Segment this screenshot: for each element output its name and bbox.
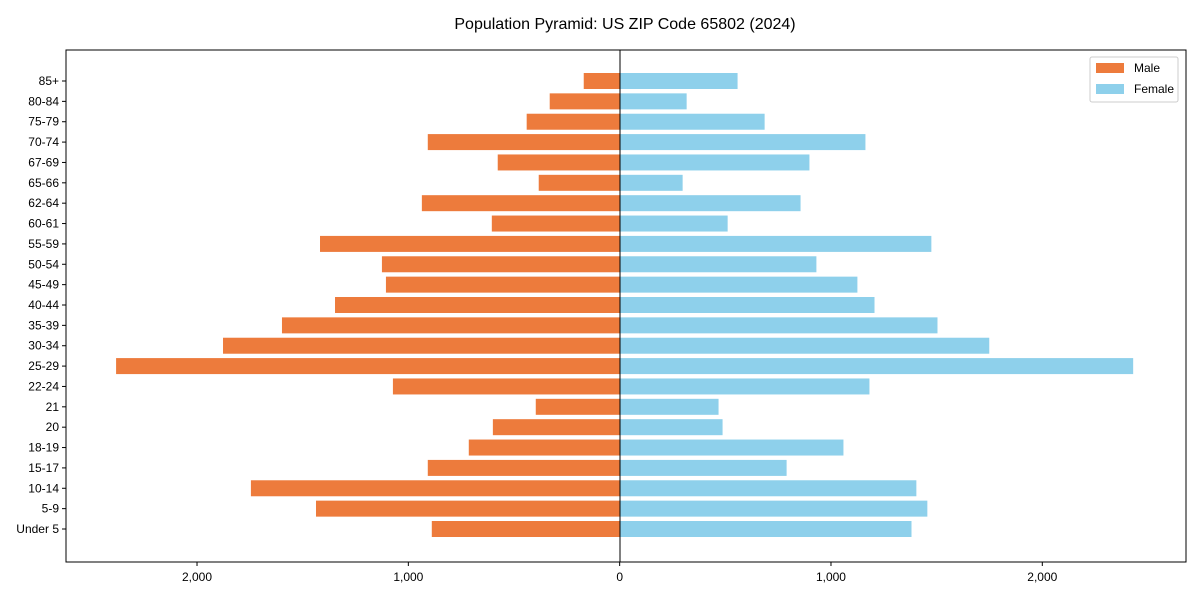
bar-male [281, 317, 620, 334]
bar-male [492, 419, 620, 436]
y-tick-label: 70-74 [28, 135, 59, 149]
bar-female [619, 174, 683, 191]
x-tick-label: 1,000 [816, 570, 846, 584]
y-tick-label: 62-64 [28, 196, 59, 210]
legend: Male Female [1089, 56, 1179, 103]
y-tick-label: 18-19 [28, 441, 59, 455]
bar-male [535, 398, 620, 415]
y-tick-label: 45-49 [28, 278, 59, 292]
y-tick-label: 50-54 [28, 257, 59, 271]
y-tick-label: 60-61 [28, 217, 59, 231]
x-tick-label: 2,000 [1027, 570, 1057, 584]
bar-female [619, 439, 844, 456]
bar-female [619, 154, 810, 171]
bar-female [619, 317, 938, 334]
y-tick-label: 20 [46, 420, 60, 434]
bar-female [619, 276, 858, 293]
y-tick-label: 35-39 [28, 318, 59, 332]
y-tick-label: 80-84 [28, 94, 59, 108]
bar-female [619, 256, 817, 273]
bar-male [583, 73, 620, 89]
bar-male [427, 459, 620, 476]
y-tick-label: 65-66 [28, 176, 59, 190]
plot-frame [65, 49, 1187, 563]
bar-female [619, 195, 801, 212]
bar-female [619, 73, 738, 89]
y-tick-label: 5-9 [42, 502, 60, 516]
bar-female [619, 500, 928, 517]
bar-female [619, 215, 728, 232]
bar-male [427, 134, 620, 151]
bar-male [538, 174, 620, 191]
bar-female [619, 297, 875, 313]
bar-female [619, 419, 723, 436]
bar-female [619, 480, 917, 497]
bar-female [619, 235, 932, 252]
bar-female [619, 358, 1134, 375]
legend-swatch-male [1096, 63, 1124, 73]
y-tick-label: 25-29 [28, 359, 59, 373]
bar-female [619, 93, 687, 110]
bar-female [619, 113, 765, 130]
y-tick-label: 85+ [39, 74, 59, 88]
bar-male [421, 195, 620, 212]
bar-female [619, 337, 990, 354]
y-tick-label: 67-69 [28, 155, 59, 169]
x-tick-label: 0 [616, 570, 623, 584]
legend-swatch-female [1096, 84, 1124, 94]
bar-female [619, 398, 719, 415]
y-tick-label: 55-59 [28, 237, 59, 251]
x-tick-label: 1,000 [393, 570, 423, 584]
y-tick-label: Under 5 [16, 522, 59, 536]
bar-male [335, 297, 620, 313]
chart-title: Population Pyramid: US ZIP Code 65802 (2… [454, 16, 795, 33]
legend-label-male: Male [1134, 61, 1160, 75]
y-tick-label: 40-44 [28, 298, 59, 312]
bar-female [619, 521, 912, 537]
bar-male [315, 500, 620, 517]
bar-male [392, 378, 620, 395]
bar-male [491, 215, 620, 232]
bar-male [385, 276, 620, 293]
bar-female [619, 134, 866, 151]
x-tick-label: 2,000 [182, 570, 212, 584]
bar-male [468, 439, 620, 456]
bar-male [497, 154, 620, 171]
bar-male [549, 93, 620, 110]
bar-male [250, 480, 620, 497]
legend-label-female: Female [1134, 82, 1174, 96]
bar-male [223, 337, 620, 354]
bar-female [619, 459, 787, 476]
bar-male [526, 113, 620, 130]
bar-male [381, 256, 620, 273]
bar-male [320, 235, 620, 252]
y-tick-label: 22-24 [28, 379, 59, 393]
bar-male [431, 521, 620, 537]
y-tick-label: 10-14 [28, 481, 59, 495]
bar-male [116, 358, 620, 375]
y-tick-label: 21 [46, 400, 60, 414]
y-tick-label: 30-34 [28, 339, 59, 353]
y-tick-label: 75-79 [28, 115, 59, 129]
bar-female [619, 378, 870, 395]
y-tick-label: 15-17 [28, 461, 59, 475]
